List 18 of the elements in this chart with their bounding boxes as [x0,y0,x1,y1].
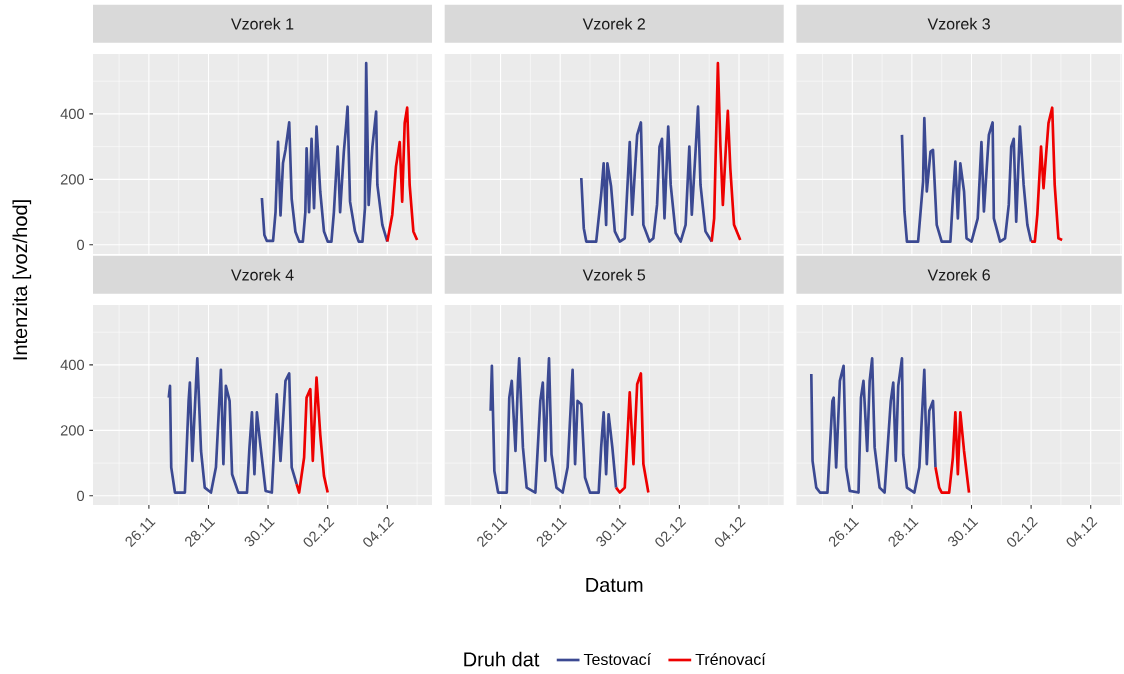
y-tick-label: 0 [77,239,85,251]
chart-title: Vzorek 5 [582,269,646,281]
line-series [295,376,330,495]
y-tick-label: 200 [60,174,85,185]
x-axis-title: Datum [586,578,643,593]
y-tick-label: 400 [60,108,85,120]
y-tick-label: 200 [60,425,85,436]
y-tick-label: 400 [60,359,85,371]
y-tick-label: 0 [77,490,85,502]
chart-title: Vzorek 6 [927,269,990,281]
chart-title: Vzorek 1 [231,18,294,30]
legend-title: Druh dat [464,651,540,667]
legend-label: Testovací [583,653,652,666]
chart-title: Vzorek 4 [231,269,294,281]
legend-label: Trénovací [695,653,766,666]
chart-title: Vzorek 2 [582,18,645,30]
chart-title: Vzorek 3 [927,18,990,30]
y-axis-title: Intenzita [voz/hod] [12,200,32,360]
